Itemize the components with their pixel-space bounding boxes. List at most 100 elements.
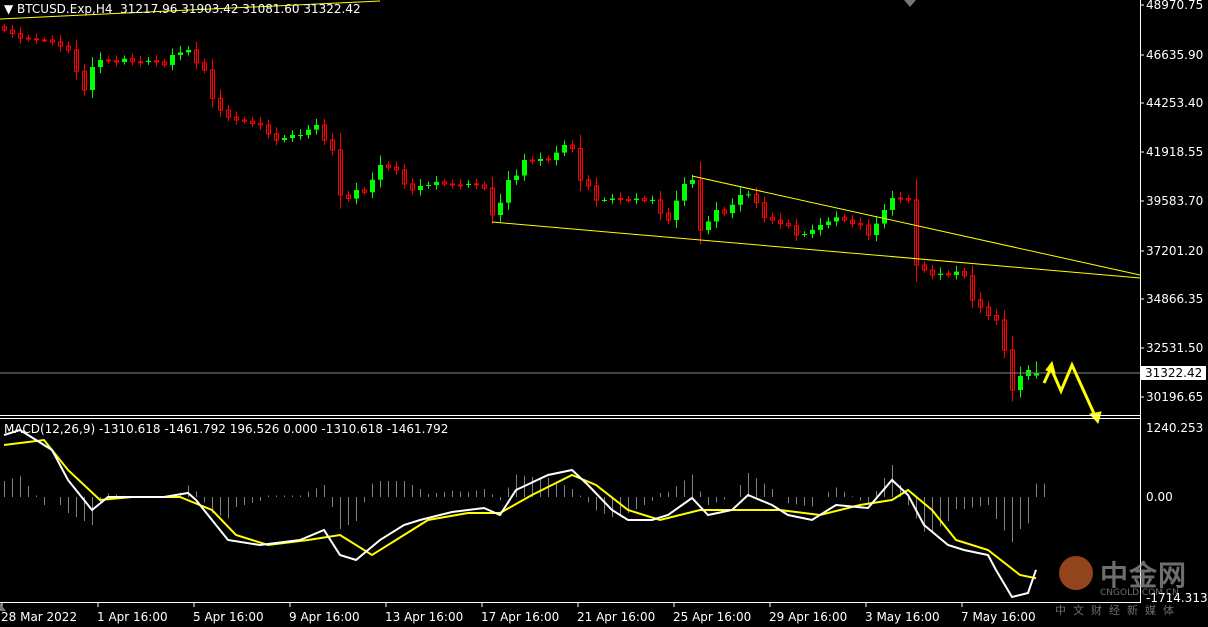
candle: [402, 164, 407, 189]
scroll-corner-marker: [0, 603, 6, 611]
candle-body: [410, 183, 415, 191]
candle-body: [554, 152, 559, 161]
candle-body: [338, 149, 343, 196]
candle: [794, 218, 799, 241]
candle-body: [698, 179, 703, 231]
candle: [786, 219, 791, 229]
candle-body: [482, 184, 487, 189]
candle: [274, 127, 279, 146]
candle-body: [450, 183, 455, 186]
candle: [658, 190, 663, 221]
candle-body: [82, 70, 87, 91]
candle-body: [634, 198, 639, 201]
candle: [1010, 335, 1015, 402]
candle-body: [874, 223, 879, 236]
logo-tagline: 中文财经新媒体: [1055, 604, 1181, 617]
candle-body: [258, 122, 263, 126]
candle: [426, 181, 431, 189]
candle-body: [786, 223, 791, 227]
candle: [1018, 366, 1023, 398]
candle: [890, 190, 895, 216]
candle-body: [354, 190, 359, 199]
candle-body: [322, 124, 327, 141]
candle-body: [610, 198, 615, 201]
candle: [898, 192, 903, 204]
candle-body: [162, 61, 167, 66]
price-tick-label: 48970.75: [1146, 0, 1204, 12]
dropdown-triangle-icon[interactable]: ▼: [4, 2, 18, 16]
candle: [114, 55, 119, 67]
macd-axis-bottom: -1714.313: [1146, 591, 1208, 605]
candle-body: [770, 216, 775, 221]
candle: [258, 117, 263, 130]
candle: [938, 267, 943, 280]
time-tick-label: 25 Apr 16:00: [673, 610, 752, 624]
candle-body: [290, 134, 295, 139]
candle-body: [722, 209, 727, 214]
candle-body: [50, 39, 55, 43]
candle-body: [418, 186, 423, 191]
candle: [650, 195, 655, 205]
price-tick-label: 46635.90: [1146, 48, 1204, 62]
candle-body: [514, 175, 519, 181]
trendlines: [491, 175, 1141, 279]
candle-body: [714, 210, 719, 222]
candle-body: [994, 314, 999, 321]
candle: [866, 219, 871, 240]
candle: [370, 172, 375, 199]
candle: [434, 176, 439, 190]
candle: [250, 116, 255, 128]
candle: [978, 292, 983, 314]
candle-body: [26, 37, 31, 40]
candle-body: [658, 199, 663, 214]
trendline[interactable]: [491, 221, 1141, 279]
candle: [306, 124, 311, 139]
candle: [130, 53, 135, 66]
candle-body: [146, 60, 151, 63]
candle-body: [202, 62, 207, 71]
candle: [690, 174, 695, 189]
candle: [282, 134, 287, 143]
candle: [994, 309, 999, 325]
candle: [778, 213, 783, 229]
candle: [762, 196, 767, 223]
candle: [626, 196, 631, 203]
candle: [90, 57, 95, 98]
trendline[interactable]: [691, 175, 1141, 276]
candle-body: [1002, 319, 1007, 351]
time-tick-label: 13 Apr 16:00: [385, 610, 464, 624]
candle-body: [114, 60, 119, 63]
candle: [418, 179, 423, 196]
candle: [674, 190, 679, 228]
time-tick-label: 17 Apr 16:00: [481, 610, 560, 624]
candle: [2, 23, 7, 33]
time-tick-label: 3 May 16:00: [865, 610, 940, 624]
candle-body: [834, 217, 839, 222]
candle: [546, 155, 551, 163]
candle: [810, 224, 815, 239]
candle-body: [642, 198, 647, 202]
candle-body: [306, 129, 311, 135]
logo-domain: CNGOLD.COM.CN: [1100, 588, 1179, 598]
chart-shift-marker[interactable]: [904, 0, 916, 7]
chart-header: ▼ BTCUSD.Exp,H4 31217.96 31903.42 31081.…: [4, 2, 361, 16]
candle-body: [538, 158, 543, 161]
ohlc-values: 31217.96 31903.42 31081.60 31322.42: [120, 2, 361, 16]
candle-body: [978, 299, 983, 308]
candle: [362, 186, 367, 195]
candle: [58, 35, 63, 52]
candle: [194, 41, 199, 70]
top-partial-trendline: [0, 0, 381, 20]
candle: [578, 134, 583, 191]
candle-body: [706, 221, 711, 231]
candle: [570, 139, 575, 153]
candle-body: [682, 183, 687, 201]
candle-body: [34, 38, 39, 41]
candle-body: [794, 225, 799, 236]
candles: [2, 23, 1039, 402]
candle-body: [362, 189, 367, 193]
candle-body: [570, 144, 575, 149]
candle: [498, 193, 503, 223]
candle-body: [914, 199, 919, 266]
